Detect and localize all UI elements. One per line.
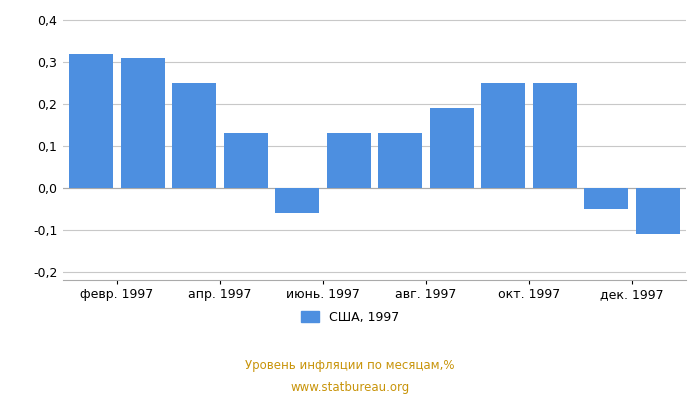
- Bar: [636, 188, 680, 234]
- Text: www.statbureau.org: www.statbureau.org: [290, 382, 410, 394]
- Bar: [430, 108, 474, 188]
- Bar: [121, 58, 164, 188]
- Bar: [224, 134, 267, 188]
- Bar: [69, 54, 113, 188]
- Bar: [172, 83, 216, 188]
- Bar: [584, 188, 628, 209]
- Bar: [533, 83, 577, 188]
- Text: Уровень инфляции по месяцам,%: Уровень инфляции по месяцам,%: [245, 360, 455, 372]
- Bar: [275, 188, 319, 213]
- Bar: [482, 83, 525, 188]
- Legend: США, 1997: США, 1997: [300, 311, 400, 324]
- Bar: [327, 134, 370, 188]
- Bar: [379, 134, 422, 188]
